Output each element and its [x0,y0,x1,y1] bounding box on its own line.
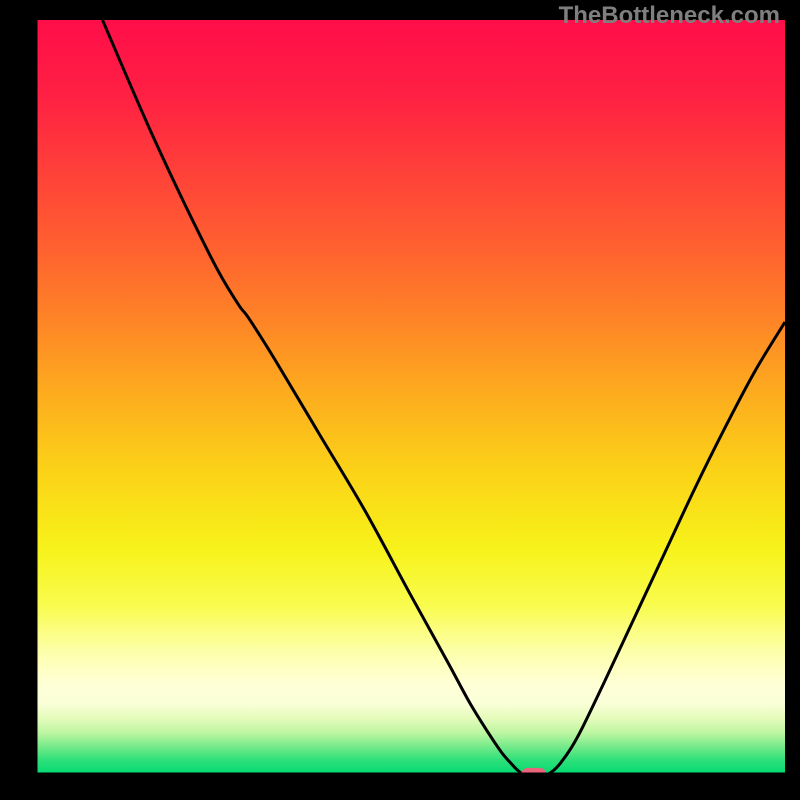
watermark-label: TheBottleneck.com [559,2,780,30]
chart-background [35,20,785,775]
chart-container: TheBottleneck.com [0,0,800,800]
bottleneck-chart [0,0,800,800]
